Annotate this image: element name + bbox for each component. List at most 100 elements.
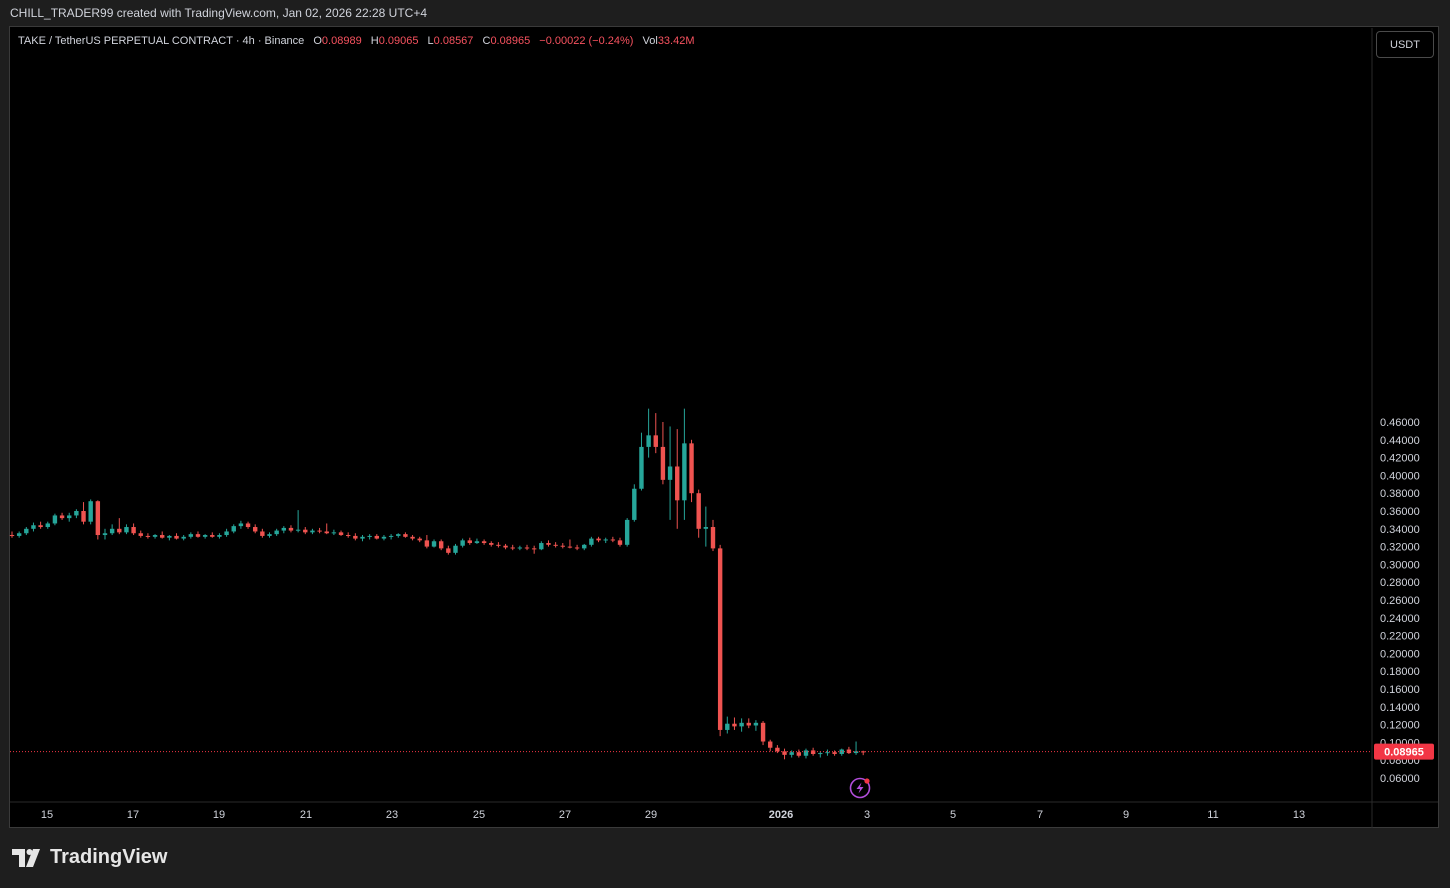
candle-body (260, 531, 265, 536)
candle (374, 534, 380, 540)
candle-body (717, 548, 723, 730)
candle (667, 426, 673, 520)
candle-body (424, 540, 430, 547)
candle-body (481, 541, 487, 544)
time-tick-label: 2026 (769, 809, 793, 821)
price-tick-label: 0.24000 (1380, 613, 1420, 625)
candle (717, 544, 723, 737)
candle-body (102, 533, 108, 536)
candle (560, 543, 565, 549)
high-label: H (370, 35, 379, 47)
candle (696, 489, 701, 538)
candle-body (725, 723, 730, 730)
candle-body (760, 722, 766, 742)
candle-body (460, 540, 465, 546)
candle-body (517, 547, 523, 549)
time-tick-label: 21 (300, 809, 312, 821)
chart-caption: CHILL_TRADER99 created with TradingView.… (10, 6, 427, 20)
candle (460, 538, 465, 548)
price-tick-label: 0.18000 (1380, 666, 1420, 678)
price-tick-label: 0.20000 (1380, 648, 1420, 660)
candle (224, 528, 229, 537)
candle (610, 536, 616, 543)
candle-body (796, 752, 802, 756)
time-tick-label: 19 (213, 809, 225, 821)
candle-body (217, 535, 222, 537)
candle-body (489, 543, 494, 545)
candle-body (696, 493, 701, 529)
candle-body (703, 527, 709, 529)
candle-body (610, 539, 616, 541)
candle-body (202, 535, 208, 537)
last-price-line: 0.08965 (10, 743, 1434, 760)
candle-body (245, 523, 251, 528)
candle (675, 429, 680, 529)
price-tick-label: 0.42000 (1380, 453, 1420, 465)
candle (789, 750, 794, 758)
candle (131, 523, 136, 536)
candle-body (16, 533, 22, 536)
candle-body (846, 749, 852, 754)
time-tick-label: 13 (1293, 809, 1305, 821)
candle-body (253, 527, 258, 532)
price-tick-label: 0.38000 (1380, 488, 1420, 500)
candle-body (567, 546, 573, 548)
candle-body (52, 515, 58, 524)
candle (818, 751, 823, 758)
candle (188, 532, 194, 539)
price-tick-label: 0.22000 (1380, 631, 1420, 643)
candle (567, 539, 573, 549)
candle (417, 536, 422, 543)
candle (639, 432, 644, 491)
candle (253, 524, 258, 534)
candle-body (474, 541, 480, 544)
time-tick-label: 23 (386, 809, 398, 821)
candle-body (553, 544, 558, 546)
candle-body (396, 534, 401, 536)
candle-body (417, 538, 422, 541)
lightning-icon[interactable] (849, 777, 871, 799)
candle (9, 531, 15, 538)
close-label: C (482, 35, 491, 47)
candle-body (160, 535, 165, 538)
candle-body (560, 545, 565, 547)
price-tick-label: 0.26000 (1380, 595, 1420, 607)
candle (267, 532, 272, 538)
candle (524, 544, 530, 551)
candle-body (45, 523, 50, 528)
candle-body (589, 538, 594, 545)
candle-body (403, 534, 408, 537)
candle-body (138, 533, 143, 536)
candle-body (431, 541, 437, 547)
candle-body (210, 535, 215, 537)
candle (202, 534, 208, 539)
symbol-title[interactable]: TAKE / TetherUS PERPETUAL CONTRACT · 4h … (18, 35, 305, 47)
candle (181, 535, 186, 541)
time-tick-label: 27 (559, 809, 571, 821)
currency-button[interactable]: USDT (1376, 31, 1434, 58)
candle-body (117, 528, 122, 533)
candle (403, 532, 408, 538)
candle (646, 408, 651, 458)
candle (360, 535, 365, 542)
candle (95, 500, 101, 540)
candle (38, 521, 43, 529)
tradingview-logo-icon (12, 848, 40, 867)
candle (74, 509, 79, 519)
candle-body (510, 547, 515, 549)
candle-body (281, 527, 287, 531)
tradingview-logo[interactable]: TradingView (12, 846, 167, 869)
candle-body (410, 536, 415, 539)
low-value: 0.08567 (433, 35, 474, 47)
candle (353, 533, 358, 541)
candle-body (574, 547, 580, 549)
candle (453, 543, 458, 555)
candle-body (632, 488, 637, 520)
candle (689, 439, 694, 503)
price-tick-label: 0.30000 (1380, 559, 1420, 571)
chart-frame[interactable] (9, 26, 1439, 828)
price-tick-label: 0.28000 (1380, 577, 1420, 589)
candle (324, 523, 329, 535)
candle (539, 541, 544, 551)
